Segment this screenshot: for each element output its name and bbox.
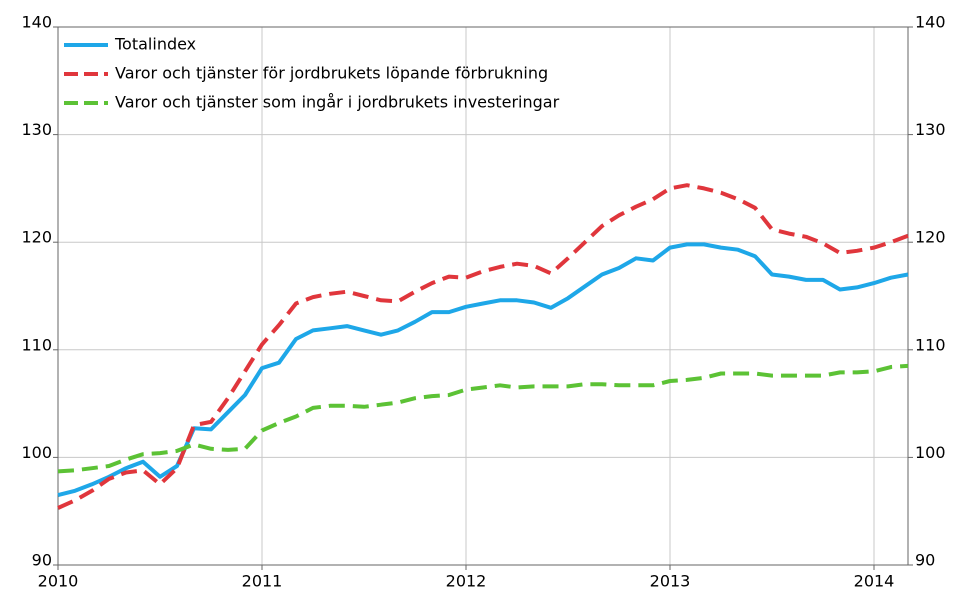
series-line — [57, 363, 909, 474]
y2-tick-label: 90 — [915, 551, 935, 570]
y2-tick-label: 100 — [915, 443, 946, 462]
y2-tick-label: 140 — [915, 13, 946, 32]
legend-label: Varor och tjänster för jordbrukets löpan… — [115, 64, 548, 83]
x-tick-label: 2011 — [242, 572, 283, 591]
y-tick-label: 110 — [21, 335, 52, 354]
series-line — [57, 183, 909, 510]
plot-frame — [57, 26, 909, 566]
legend-label: Varor och tjänster som ingår i jordbruke… — [115, 93, 560, 112]
x-tick-label: 2012 — [446, 572, 487, 591]
y2-tick-label: 130 — [915, 120, 946, 139]
y-tick-label: 130 — [21, 120, 52, 139]
y2-tick-label: 120 — [915, 228, 946, 247]
x-tick-label: 2013 — [650, 572, 691, 591]
series-line — [57, 242, 909, 498]
x-tick-label: 2010 — [38, 572, 79, 591]
x-tick-label: 2014 — [854, 572, 895, 591]
y-tick-label: 90 — [32, 551, 52, 570]
y2-tick-label: 110 — [915, 335, 946, 354]
y-tick-label: 100 — [21, 443, 52, 462]
y-tick-label: 140 — [21, 13, 52, 32]
y-tick-label: 120 — [21, 228, 52, 247]
legend-label: Totalindex — [114, 35, 196, 54]
